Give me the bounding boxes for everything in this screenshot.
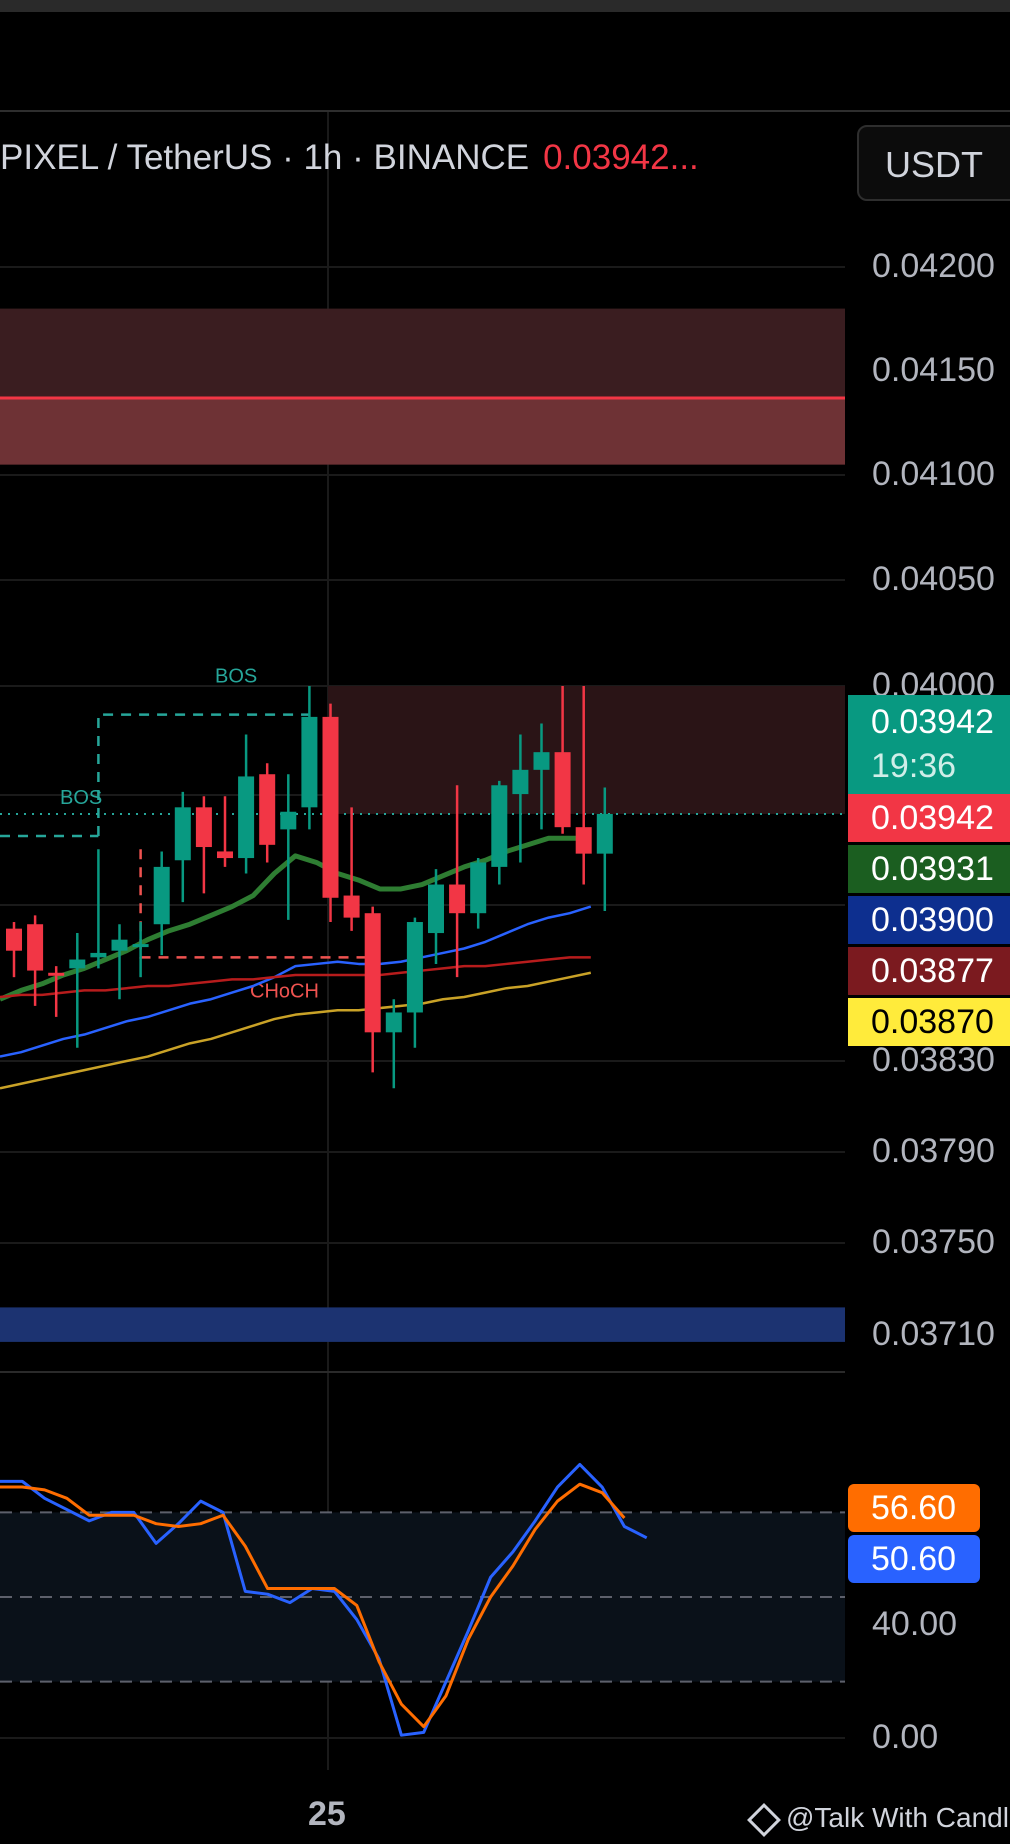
candle-body [132,944,149,948]
candle-body [512,769,529,795]
price-badge: 0.03942 [848,794,1010,842]
candle-body [322,716,339,898]
oscillator-tick-label: 40.00 [872,1605,958,1644]
candle-body [385,1012,402,1033]
candle-countdown: 19:36 [871,747,957,785]
price-badge: 0.03870 [848,998,1010,1046]
price-badge: 0.03931 [848,845,1010,893]
price-badge: 0.03942 19:36 [848,695,1010,801]
candle-body [406,922,423,1013]
structure-label: CHoCH [250,980,319,1002]
top-bar [0,0,1010,12]
candle-body [343,895,360,918]
candle-body [195,807,212,848]
price-zone [328,686,845,814]
candle-body [111,939,128,951]
candle-body [533,752,550,770]
moving-average-lines [0,835,592,1090]
symbol-header: PIXEL / TetherUS · 1h · BINANCE 0.03942..… [0,138,699,178]
candlestick-series [6,686,613,1089]
oscillator-badge: 50.60 [848,1535,980,1583]
candle-body [491,785,508,867]
moving-average-line [0,956,591,999]
candle-body [428,884,444,934]
price-tick-label: 0.04200 [872,247,995,285]
candle-body [596,813,613,854]
price-tick-label: 0.03830 [872,1041,995,1079]
market-structure-lines: BOS BOS CHoCH [0,666,373,1002]
candle-body [27,924,44,971]
candle-body [238,776,255,859]
price-tick-label: 0.04100 [872,455,995,493]
candle-body [259,774,276,845]
symbol-title: PIXEL / TetherUS · 1h · BINANCE [0,138,530,177]
price-tick-label: 0.03710 [872,1315,995,1353]
price-zone [0,398,845,465]
candle-body [470,862,487,914]
candle-body [90,952,107,958]
candle-body [153,866,170,925]
watermark-text: @Talk With Candle [786,1802,1010,1833]
price-badge: 0.03877 [848,947,1010,995]
oscillator-line [0,1482,626,1729]
price-badge: 0.03900 [848,896,1010,944]
watermark: @Talk With Candle [747,1802,1010,1837]
price-tick-label: 0.04050 [872,560,995,598]
candle-body [6,928,22,951]
diamond-icon [747,1802,781,1837]
price-zones [0,308,845,1342]
candle-body [301,716,318,808]
price-zone [0,1307,845,1342]
last-price: 0.03942... [543,138,699,177]
candle-body [554,752,571,828]
moving-average-line [0,905,592,1058]
oscillator-tick-label: 0.00 [872,1718,939,1756]
candle-body [69,959,86,969]
structure-label: BOS [60,787,102,809]
price-tick-label: 0.03790 [872,1132,995,1170]
candle-body [174,807,191,861]
currency-button[interactable]: USDT [857,125,1010,201]
oscillator-badge: 56.60 [848,1484,980,1532]
price-tick-label: 0.03750 [872,1223,995,1261]
candle-body [280,811,297,830]
moving-average-line [0,971,592,1090]
price-tick-label: 0.04150 [872,351,995,389]
candle-body [364,913,381,1033]
stochastic-rsi-pane [0,1462,845,1739]
header-divider [0,110,1010,112]
candle-body [217,851,233,859]
structure-label: BOS [215,666,257,688]
candle-body [48,972,65,976]
time-axis-label: 25 [308,1795,346,1833]
candle-body [449,884,466,914]
candle-body [575,827,592,854]
bos-line [97,713,310,836]
